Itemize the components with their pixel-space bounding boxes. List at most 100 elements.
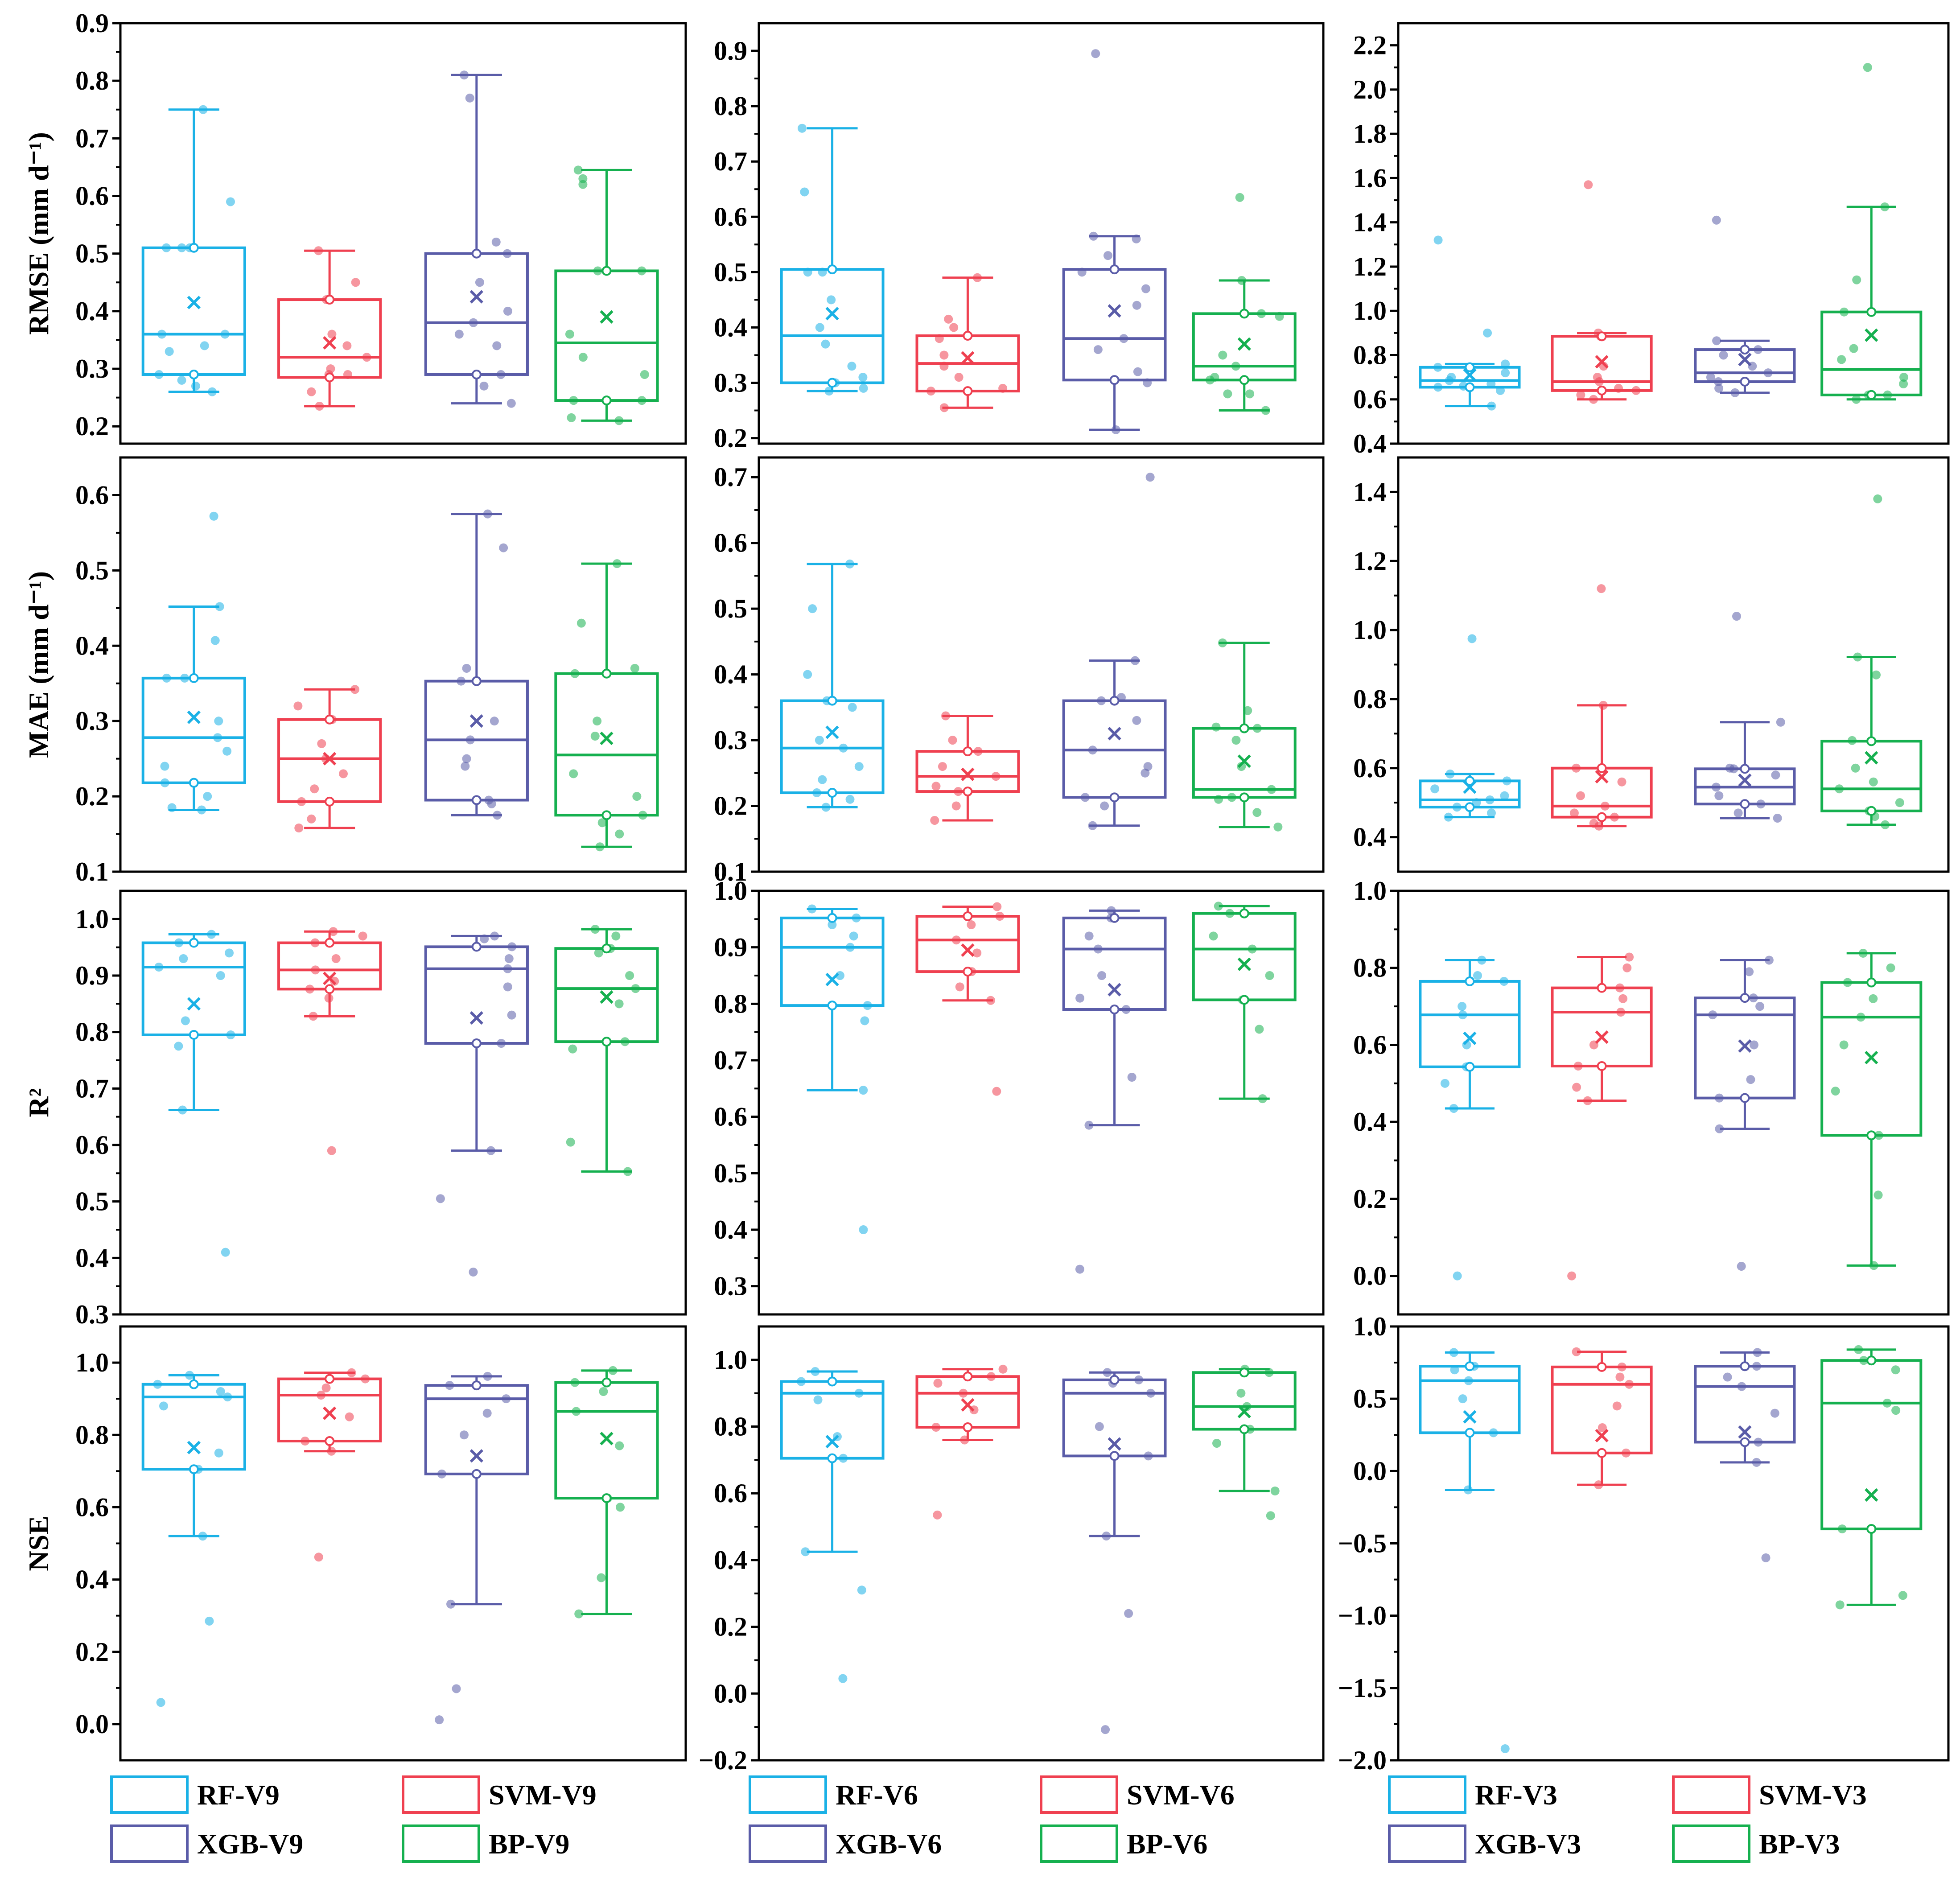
legend-v6: RF-V6 SVM-V6 XGB-V6 BP-V6 — [749, 1775, 1235, 1863]
data-point — [827, 295, 836, 305]
data-point — [330, 976, 339, 986]
data-point — [797, 124, 807, 133]
y-tick-label: 1.0 — [1353, 1312, 1387, 1341]
mean-marker — [961, 767, 975, 781]
data-point — [803, 670, 812, 679]
data-point — [339, 769, 348, 778]
y-tick-label: 0.9 — [75, 8, 109, 38]
quartile-marker — [1239, 908, 1249, 918]
data-point — [640, 370, 649, 379]
legend-swatch — [1388, 1824, 1466, 1863]
data-point — [578, 174, 588, 183]
data-point — [1270, 1486, 1280, 1495]
box-rf-v6 — [780, 1367, 885, 1683]
data-point — [1127, 1073, 1136, 1082]
quartile-marker — [1740, 1361, 1750, 1371]
data-point — [1252, 808, 1262, 817]
quartile-marker — [1740, 345, 1750, 355]
data-point — [1746, 1075, 1755, 1084]
mean-marker — [323, 972, 337, 985]
box-xgb-v6 — [1062, 1368, 1167, 1734]
y-tick-label: 0.6 — [75, 1130, 109, 1160]
mean-marker — [187, 296, 201, 309]
quartile-marker — [1866, 736, 1877, 746]
legend-swatch — [402, 1824, 480, 1863]
y-tick-label: 0.4 — [1353, 429, 1387, 458]
quartile-marker — [1465, 802, 1475, 812]
quartile-marker — [1239, 723, 1249, 733]
quartile-marker — [1740, 1437, 1750, 1447]
iqr-box — [1192, 1371, 1297, 1431]
data-point — [1500, 1744, 1510, 1754]
quartile-marker — [1740, 993, 1750, 1003]
box-bp-v9 — [554, 559, 659, 852]
quartile-marker — [827, 1376, 837, 1387]
mean-marker — [1108, 727, 1121, 741]
y-tick-label: 0.4 — [1353, 1107, 1387, 1137]
iqr-box — [1820, 1359, 1923, 1531]
quartile-marker — [1239, 1367, 1249, 1378]
quartile-marker — [601, 1037, 612, 1047]
data-point — [462, 754, 471, 763]
legend-v9: RF-V9 SVM-V9 XGB-V9 BP-V9 — [110, 1775, 597, 1863]
y-tick-label: 0.8 — [75, 66, 109, 95]
data-point — [838, 1674, 848, 1683]
y-tick-label: 0.2 — [714, 1612, 747, 1642]
box-bp-v9 — [554, 165, 659, 425]
data-point — [1236, 1388, 1246, 1398]
plot-frame — [119, 22, 687, 445]
mean-marker — [1595, 1429, 1609, 1442]
quartile-marker — [1109, 1375, 1120, 1385]
data-point — [1567, 1271, 1577, 1281]
data-point — [1618, 994, 1628, 1003]
y-tick-label: 0.3 — [714, 725, 747, 755]
quartile-marker — [325, 938, 335, 948]
box-svm-v3 — [1551, 952, 1653, 1281]
y-tick-label: −0.5 — [1338, 1529, 1387, 1558]
plot-frame — [1397, 22, 1950, 445]
y-tick-label: 1.0 — [1353, 876, 1387, 906]
legend-label: XGB-V3 — [1475, 1828, 1581, 1860]
data-point — [1440, 1079, 1449, 1088]
box-bp-v6 — [1192, 1364, 1297, 1520]
quartile-marker — [189, 1464, 199, 1474]
data-point — [1776, 717, 1785, 727]
mean-marker — [825, 972, 839, 986]
data-point — [808, 604, 817, 614]
box-xgb-v3 — [1694, 955, 1796, 1271]
data-point — [1886, 963, 1895, 972]
y-tick-label: 0.5 — [1353, 1384, 1387, 1413]
data-point — [482, 1408, 492, 1418]
iqr-box — [1192, 912, 1297, 1001]
data-point — [1075, 1264, 1084, 1274]
y-tick-label: 0.7 — [714, 147, 747, 176]
y-tick-label: 0.6 — [75, 181, 109, 211]
data-point — [210, 636, 220, 645]
quartile-marker — [827, 788, 837, 798]
mean-marker — [600, 310, 614, 324]
data-point — [358, 931, 367, 941]
data-point — [597, 1573, 606, 1582]
data-point — [565, 329, 574, 339]
quartile-marker — [601, 395, 612, 406]
data-point — [1899, 373, 1909, 382]
data-point — [972, 948, 982, 958]
y-tick-label: 1.0 — [714, 1345, 747, 1375]
legend-item-bp-v6: BP-V6 — [1040, 1824, 1207, 1863]
y-tick-label: 0.5 — [75, 239, 109, 268]
plot-frame — [758, 1325, 1325, 1762]
data-point — [1569, 808, 1579, 818]
panel-r2-v6: 0.3 0.4 0.5 0.6 0.7 0.8 0.9 1.0 — [714, 876, 1325, 1316]
y-tick-label: 0.9 — [714, 933, 747, 962]
quartile-marker — [601, 668, 612, 679]
data-point — [1501, 368, 1510, 378]
y-tick-label: 0.3 — [714, 368, 747, 398]
legend-label: BP-V9 — [489, 1828, 569, 1860]
panel-mae-v3: 0.4 0.6 0.8 1.0 1.2 1.4 — [1353, 456, 1950, 873]
mean-marker — [187, 710, 201, 724]
quartile-marker — [189, 673, 199, 683]
box-svm-v3 — [1551, 1347, 1653, 1490]
data-point — [576, 618, 586, 628]
y-tick-label: 0.3 — [714, 1272, 747, 1301]
legend-label: BP-V3 — [1759, 1828, 1840, 1860]
